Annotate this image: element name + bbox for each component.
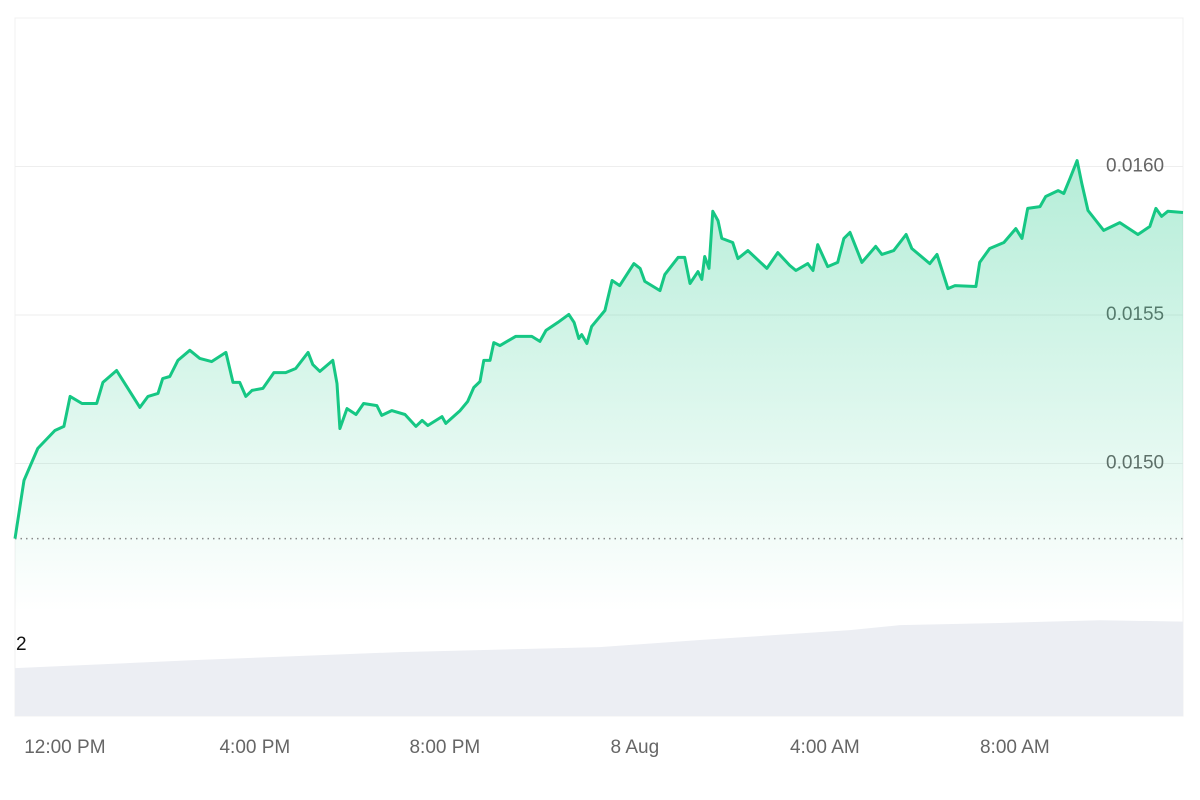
y-tick-label: 0.0160 bbox=[1106, 156, 1164, 177]
x-tick-label: 8 Aug bbox=[611, 737, 660, 758]
volume-tick-label: 2 bbox=[16, 634, 27, 655]
price-area bbox=[15, 160, 1183, 612]
x-tick-label: 8:00 PM bbox=[409, 737, 480, 758]
x-tick-label: 4:00 PM bbox=[219, 737, 290, 758]
price-line bbox=[13, 159, 1184, 539]
volume-area bbox=[15, 620, 1183, 716]
x-tick-label: 12:00 PM bbox=[24, 737, 105, 758]
x-tick-label: 4:00 AM bbox=[790, 737, 860, 758]
x-tick-label: 8:00 AM bbox=[980, 737, 1050, 758]
